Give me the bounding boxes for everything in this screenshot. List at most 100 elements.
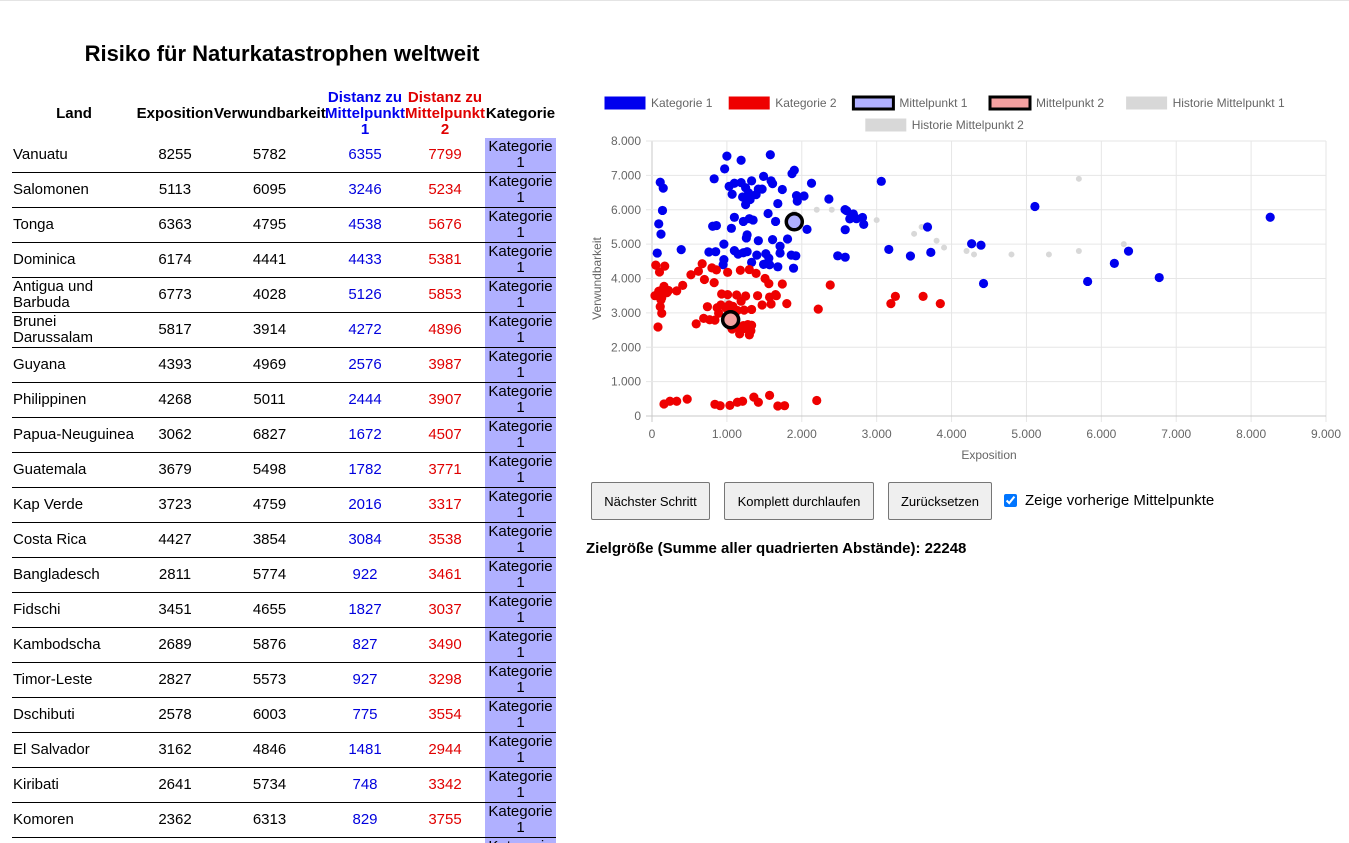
cell-exposition: 4427 [136,522,214,558]
category-2-point [655,302,665,312]
cell-distanz2: 3037 [405,592,485,628]
y-tick-label: 1.000 [611,375,641,389]
cell-land: Dominica [12,242,136,278]
category-1-point [842,206,852,216]
category-1-point [765,150,775,160]
category-1-point [741,233,751,243]
cell-distanz1: 2576 [325,347,405,383]
objective-value: Zielgröße (Summe aller quadrierten Abstä… [586,540,967,557]
category-1-point [720,164,730,174]
cell-exposition: 3723 [136,487,214,523]
x-tick-label: 2.000 [787,427,817,441]
category-2-point [751,268,761,278]
category-1-point [738,248,748,258]
category-2-point [702,302,713,312]
y-tick-label: 2.000 [611,340,641,354]
cell-land: Guyana [12,347,136,383]
reset-button[interactable]: Zurücksetzen [888,482,992,520]
cell-distanz2: 3987 [405,347,485,383]
cell-kategorie: Kategorie 1 [485,627,556,663]
category-1-point [748,215,758,225]
cell-kategorie: Kategorie 1 [485,347,556,383]
cell-land: Kambodscha [12,627,136,663]
history-center-1-point [873,217,880,224]
category-2-point [678,280,688,290]
show-previous-centers-checkbox[interactable] [1004,494,1017,507]
cell-exposition: 6363 [136,207,214,243]
cell-verwundbarkeit: 6003 [214,697,325,733]
x-tick-label: 1.000 [712,427,742,441]
category-2-point [918,291,928,301]
category-2-point [654,267,665,277]
y-tick-label: 3.000 [611,306,641,320]
category-1-point [773,198,783,209]
cell-distanz2: 3755 [405,802,485,838]
next-step-button[interactable]: Nächster Schritt [591,482,710,520]
category-1-point [724,181,734,191]
category-1-point [770,216,781,227]
cell-distanz2: 5676 [405,207,485,243]
cell-land: Timor-Leste [12,662,136,698]
table-row: Dschibuti 2578 6003 775 3554 Kategorie 1 [12,697,556,733]
x-tick-label: 5.000 [1011,427,1041,441]
category-1-point [884,244,894,255]
category-1-point [859,219,869,230]
category-2-point [715,401,725,411]
category-1-point [922,222,933,232]
cell-kategorie: Kategorie 1 [485,172,556,208]
category-2-point [747,304,757,315]
cell-verwundbarkeit: 3914 [214,312,325,348]
category-1-point [824,194,834,204]
legend-swatch [604,96,646,110]
category-2-point [766,299,776,309]
cell-land: Fidschi [12,592,136,628]
legend-label: Historie Mittelpunkt 2 [912,118,1024,132]
cell-exposition [136,837,214,843]
scatter-chart: 0 1.000 2.000 3.000 4.000 5.000 6.000 7.000 8.00… [585,90,1345,470]
cell-exposition: 6174 [136,242,214,278]
category-2-point [813,304,823,314]
category-2-point [886,298,896,309]
cell-exposition: 6773 [136,277,214,313]
category-2-point [764,390,775,400]
legend-label: Mittelpunkt 2 [1036,96,1104,110]
cell-distanz2: 4896 [405,312,485,348]
category-1-point [840,252,850,262]
category-1-point [763,208,773,219]
table-row: Tonga 6363 4795 4538 5676 Kategorie 1 [12,207,556,243]
category-2-point [705,315,715,325]
cell-exposition: 2689 [136,627,214,663]
show-previous-centers-toggle[interactable]: Zeige vorherige Mittelpunkte [1004,492,1214,509]
x-tick-label: 7.000 [1161,427,1191,441]
header-kategorie: Kategorie [485,104,556,122]
category-1-point [676,245,686,255]
cell-land: Komoren [12,802,136,838]
category-1-point [840,225,850,235]
history-center-2-point [918,223,925,230]
category-2-point [665,396,675,406]
cell-kategorie: Kategorie 1 [485,138,556,173]
cell-land: Tonga [12,207,136,243]
scatter-chart-svg: 0 1.000 2.000 3.000 4.000 5.000 6.000 7.000 8.00… [590,95,1341,462]
category-1-point [711,247,721,257]
cell-distanz2: 5234 [405,172,485,208]
cell-kategorie: Kategorie 1 [485,382,556,418]
category-2-point [890,291,900,301]
cell-verwundbarkeit: 4655 [214,592,325,628]
category-2-point [812,395,822,406]
cell-kategorie: Kategorie 1 [485,732,556,768]
category-1-point [657,205,668,216]
cell-kategorie: Kategorie 1 [485,662,556,698]
cell-distanz1: 2016 [325,487,405,523]
cell-kategorie: Kategorie 1 [485,207,556,243]
category-1-point [926,247,936,258]
cell-land [12,837,136,843]
cell-land: Brunei Darussalam [12,312,136,348]
header-verwundbarkeit: Verwundbarkeit [214,104,326,122]
category-1-point [718,260,728,270]
category-1-point [777,184,787,195]
cell-distanz2: 7799 [405,138,485,173]
run-all-button[interactable]: Komplett durchlaufen [724,482,874,520]
category-1-point [802,224,812,234]
cell-distanz1: 6355 [325,138,405,173]
